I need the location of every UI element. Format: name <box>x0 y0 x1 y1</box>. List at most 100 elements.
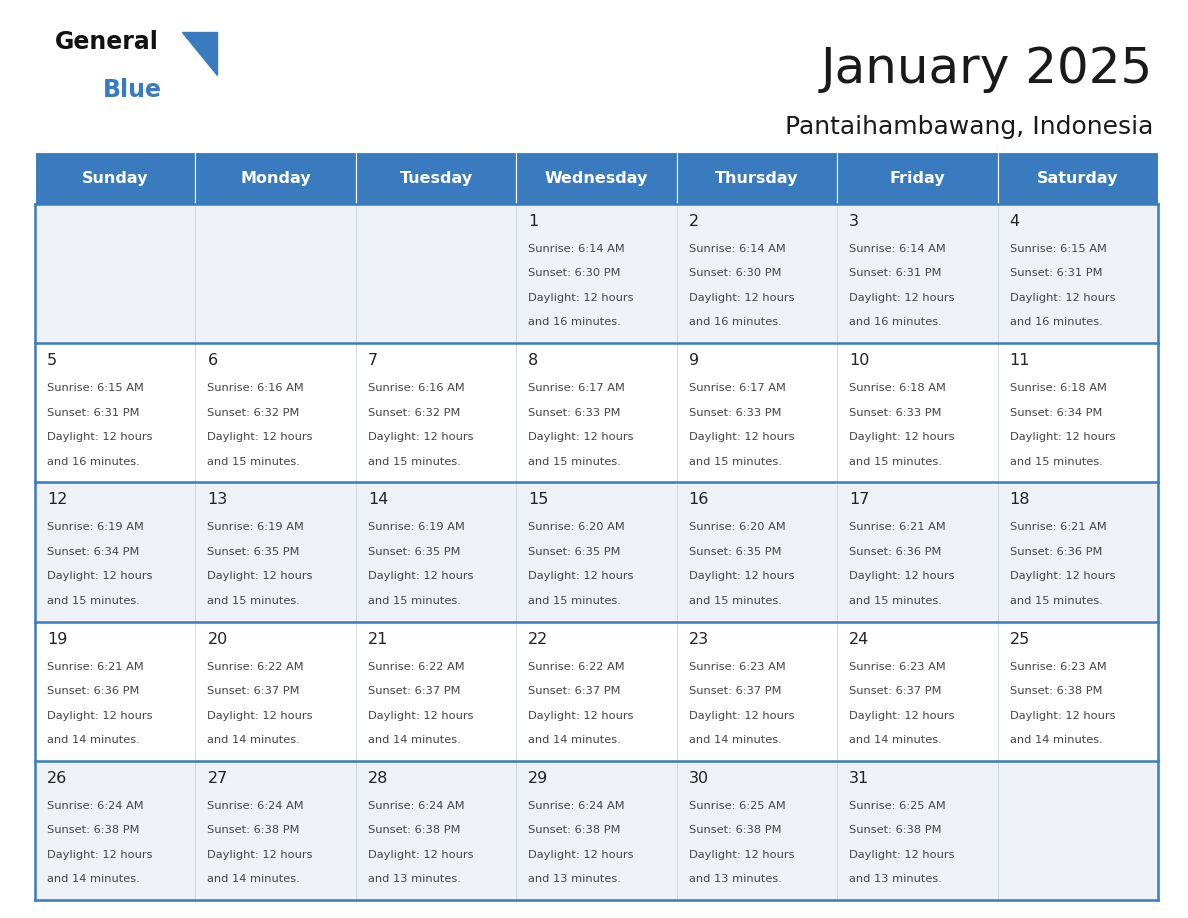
Text: and 14 minutes.: and 14 minutes. <box>689 735 782 745</box>
Text: 6: 6 <box>208 353 217 368</box>
Text: Daylight: 12 hours: Daylight: 12 hours <box>529 571 633 581</box>
Text: 29: 29 <box>529 771 549 786</box>
Text: 19: 19 <box>48 632 68 646</box>
Text: Daylight: 12 hours: Daylight: 12 hours <box>208 850 312 860</box>
Bar <box>34 621 196 761</box>
Text: Sunset: 6:33 PM: Sunset: 6:33 PM <box>849 408 942 418</box>
Text: Sunset: 6:31 PM: Sunset: 6:31 PM <box>48 408 139 418</box>
Bar <box>356 482 517 621</box>
Text: and 16 minutes.: and 16 minutes. <box>849 318 942 328</box>
Text: Daylight: 12 hours: Daylight: 12 hours <box>368 850 473 860</box>
Text: Sunset: 6:35 PM: Sunset: 6:35 PM <box>208 547 299 557</box>
Text: Daylight: 12 hours: Daylight: 12 hours <box>208 711 312 721</box>
Text: and 14 minutes.: and 14 minutes. <box>208 874 301 884</box>
Bar <box>998 621 1158 761</box>
Text: Sunset: 6:37 PM: Sunset: 6:37 PM <box>368 686 461 696</box>
Text: Sunset: 6:35 PM: Sunset: 6:35 PM <box>368 547 461 557</box>
Text: Sunset: 6:32 PM: Sunset: 6:32 PM <box>208 408 299 418</box>
Text: Daylight: 12 hours: Daylight: 12 hours <box>849 850 955 860</box>
Bar <box>677 621 838 761</box>
Text: Sunset: 6:38 PM: Sunset: 6:38 PM <box>529 825 621 835</box>
Bar <box>838 482 998 621</box>
Bar <box>34 152 196 204</box>
Text: Sunrise: 6:23 AM: Sunrise: 6:23 AM <box>849 662 946 672</box>
Bar <box>677 343 838 482</box>
Text: Daylight: 12 hours: Daylight: 12 hours <box>689 432 795 442</box>
Text: 24: 24 <box>849 632 870 646</box>
Bar <box>517 152 677 204</box>
Bar <box>34 343 196 482</box>
Text: 1: 1 <box>529 214 538 229</box>
Text: Daylight: 12 hours: Daylight: 12 hours <box>1010 571 1116 581</box>
Text: Sunrise: 6:16 AM: Sunrise: 6:16 AM <box>368 383 465 393</box>
Text: Tuesday: Tuesday <box>399 171 473 185</box>
Text: Daylight: 12 hours: Daylight: 12 hours <box>529 293 633 303</box>
Text: Sunrise: 6:21 AM: Sunrise: 6:21 AM <box>48 662 144 672</box>
Text: Sunrise: 6:18 AM: Sunrise: 6:18 AM <box>1010 383 1106 393</box>
Text: Daylight: 12 hours: Daylight: 12 hours <box>368 432 473 442</box>
Text: Sunrise: 6:22 AM: Sunrise: 6:22 AM <box>529 662 625 672</box>
Polygon shape <box>182 32 217 75</box>
Bar <box>517 482 677 621</box>
Text: Monday: Monday <box>240 171 311 185</box>
Text: Sunset: 6:30 PM: Sunset: 6:30 PM <box>529 268 621 278</box>
Text: 27: 27 <box>208 771 228 786</box>
Text: Sunset: 6:35 PM: Sunset: 6:35 PM <box>689 547 782 557</box>
Text: Sunrise: 6:15 AM: Sunrise: 6:15 AM <box>48 383 144 393</box>
Text: 4: 4 <box>1010 214 1019 229</box>
Text: and 13 minutes.: and 13 minutes. <box>849 874 942 884</box>
Text: Sunrise: 6:21 AM: Sunrise: 6:21 AM <box>849 522 946 532</box>
Bar <box>196 621 356 761</box>
Text: and 15 minutes.: and 15 minutes. <box>529 456 621 466</box>
Bar <box>517 621 677 761</box>
Bar <box>677 152 838 204</box>
Text: Daylight: 12 hours: Daylight: 12 hours <box>368 711 473 721</box>
Bar <box>998 204 1158 343</box>
Bar <box>838 761 998 900</box>
Bar <box>34 761 196 900</box>
Bar <box>196 761 356 900</box>
Bar <box>196 343 356 482</box>
Text: and 15 minutes.: and 15 minutes. <box>849 456 942 466</box>
Text: Daylight: 12 hours: Daylight: 12 hours <box>1010 711 1116 721</box>
Text: Sunrise: 6:24 AM: Sunrise: 6:24 AM <box>208 800 304 811</box>
Text: Daylight: 12 hours: Daylight: 12 hours <box>48 571 152 581</box>
Text: 7: 7 <box>368 353 378 368</box>
Text: Sunrise: 6:17 AM: Sunrise: 6:17 AM <box>689 383 785 393</box>
Text: Sunset: 6:31 PM: Sunset: 6:31 PM <box>849 268 942 278</box>
Text: Daylight: 12 hours: Daylight: 12 hours <box>529 711 633 721</box>
Text: Sunrise: 6:23 AM: Sunrise: 6:23 AM <box>1010 662 1106 672</box>
Bar <box>356 343 517 482</box>
Text: Sunrise: 6:21 AM: Sunrise: 6:21 AM <box>1010 522 1106 532</box>
Text: 31: 31 <box>849 771 870 786</box>
Text: Daylight: 12 hours: Daylight: 12 hours <box>849 571 955 581</box>
Text: General: General <box>55 30 159 54</box>
Text: 14: 14 <box>368 492 388 508</box>
Text: Sunrise: 6:14 AM: Sunrise: 6:14 AM <box>529 244 625 254</box>
Text: Sunset: 6:36 PM: Sunset: 6:36 PM <box>849 547 942 557</box>
Bar <box>838 152 998 204</box>
Bar <box>998 343 1158 482</box>
Bar <box>838 204 998 343</box>
Text: 5: 5 <box>48 353 57 368</box>
Text: Sunrise: 6:20 AM: Sunrise: 6:20 AM <box>689 522 785 532</box>
Text: Daylight: 12 hours: Daylight: 12 hours <box>849 432 955 442</box>
Text: Sunrise: 6:18 AM: Sunrise: 6:18 AM <box>849 383 946 393</box>
Text: and 15 minutes.: and 15 minutes. <box>1010 456 1102 466</box>
Text: Daylight: 12 hours: Daylight: 12 hours <box>689 293 795 303</box>
Text: Sunset: 6:36 PM: Sunset: 6:36 PM <box>48 686 139 696</box>
Text: Sunrise: 6:15 AM: Sunrise: 6:15 AM <box>1010 244 1106 254</box>
Bar <box>517 204 677 343</box>
Text: 3: 3 <box>849 214 859 229</box>
Text: Daylight: 12 hours: Daylight: 12 hours <box>689 571 795 581</box>
Text: and 15 minutes.: and 15 minutes. <box>689 456 782 466</box>
Text: Sunset: 6:37 PM: Sunset: 6:37 PM <box>689 686 782 696</box>
Text: Daylight: 12 hours: Daylight: 12 hours <box>1010 293 1116 303</box>
Text: and 14 minutes.: and 14 minutes. <box>849 735 942 745</box>
Bar <box>998 152 1158 204</box>
Text: Blue: Blue <box>103 78 162 102</box>
Bar <box>998 761 1158 900</box>
Text: and 14 minutes.: and 14 minutes. <box>1010 735 1102 745</box>
Text: 18: 18 <box>1010 492 1030 508</box>
Text: 21: 21 <box>368 632 388 646</box>
